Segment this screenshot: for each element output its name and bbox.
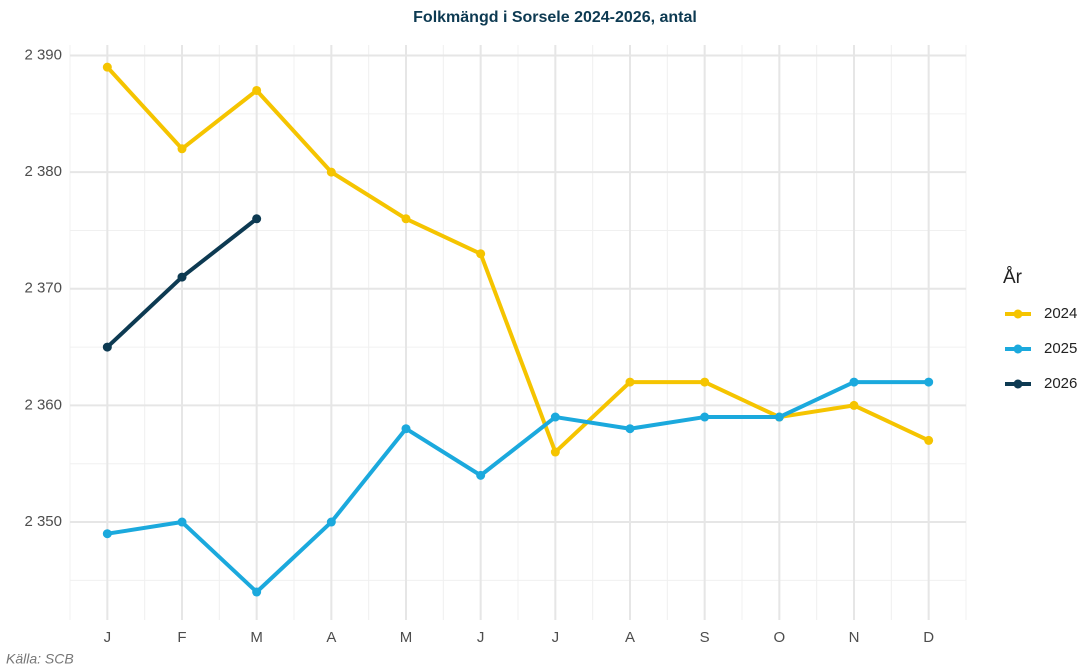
data-point: [476, 470, 486, 480]
y-tick-label: 2 380: [24, 163, 62, 180]
data-point: [924, 435, 934, 445]
data-point: [550, 447, 560, 457]
legend-label: 2026: [1044, 375, 1077, 392]
data-point: [177, 517, 187, 527]
data-point: [401, 214, 411, 224]
data-point: [177, 144, 187, 154]
legend-swatch: [1013, 344, 1023, 354]
x-tick-label: F: [177, 629, 186, 646]
x-tick-label: D: [923, 629, 934, 646]
data-point: [625, 424, 635, 434]
data-point: [550, 412, 560, 422]
data-point: [326, 517, 336, 527]
x-tick-label: S: [700, 629, 710, 646]
x-tick-label: A: [326, 629, 336, 646]
data-point: [700, 412, 710, 422]
y-tick-label: 2 350: [24, 513, 62, 530]
legend-label: 2024: [1044, 305, 1077, 322]
data-point: [326, 167, 336, 177]
series-line: [107, 380, 929, 595]
x-tick-label: O: [773, 629, 785, 646]
legend-swatch: [1013, 309, 1023, 319]
data-point: [252, 587, 262, 597]
x-tick-label: M: [400, 629, 413, 646]
data-point: [849, 400, 859, 410]
chart-title: Folkmängd i Sorsele 2024-2026, antal: [413, 9, 697, 26]
data-point: [102, 342, 112, 352]
data-point: [700, 377, 710, 387]
y-tick-label: 2 390: [24, 46, 62, 63]
x-tick-label: J: [104, 629, 112, 646]
data-point: [177, 272, 187, 282]
data-point: [849, 377, 859, 387]
data-point: [476, 249, 486, 259]
data-point: [102, 529, 112, 539]
y-tick-label: 2 360: [24, 396, 62, 413]
x-tick-label: A: [625, 629, 635, 646]
data-point: [401, 424, 411, 434]
legend-title: År: [1003, 267, 1023, 288]
x-tick-label: M: [250, 629, 263, 646]
series-line: [105, 65, 930, 455]
data-point: [774, 412, 784, 422]
x-tick-label: J: [477, 629, 485, 646]
data-point: [252, 85, 262, 95]
legend-swatch: [1013, 379, 1023, 389]
x-tick-label: J: [552, 629, 560, 646]
data-point: [924, 377, 934, 387]
data-point: [252, 214, 262, 224]
y-tick-label: 2 370: [24, 280, 62, 297]
data-point: [102, 62, 112, 72]
caption: Källa: SCB: [6, 651, 74, 667]
legend-label: 2025: [1044, 340, 1077, 357]
x-tick-label: N: [849, 629, 860, 646]
data-point: [625, 377, 635, 387]
